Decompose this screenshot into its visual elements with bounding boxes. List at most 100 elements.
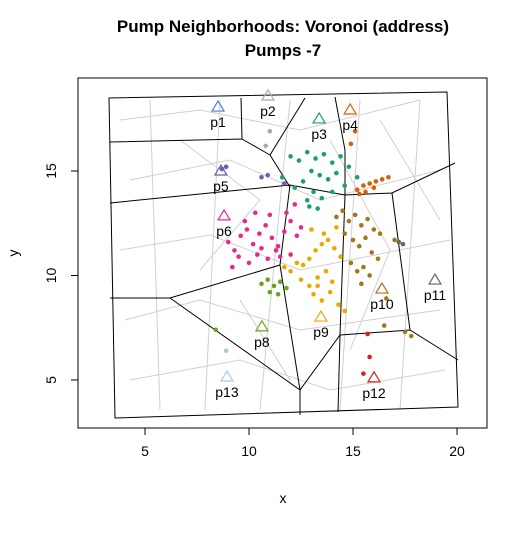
street-lines [119,99,451,411]
case-point [332,245,337,251]
case-point [338,254,343,259]
pump-label: p4 [342,117,358,133]
case-point [279,174,285,180]
case-point [321,231,327,236]
case-point [392,237,397,243]
case-point [304,197,310,203]
case-point [327,289,333,295]
case-point [354,174,360,180]
case-point [369,250,375,255]
case-point [223,348,229,353]
case-point [384,296,389,301]
case-point [242,218,248,224]
case-point [246,260,252,266]
x-axis-label: x [280,490,287,506]
case-point [300,179,306,184]
case-point [400,241,406,247]
case-point [363,235,368,241]
x-tick-label: 20 [449,443,465,459]
case-point [371,185,377,191]
pump-marker [216,208,232,221]
case-point [263,223,268,228]
pump-label: p11 [424,287,447,303]
case-point [273,248,279,253]
voronoi-frame [108,91,459,419]
case-point [319,195,325,201]
case-point [352,212,358,218]
pump-label: p12 [362,385,386,401]
case-point [402,329,408,335]
case-point [298,225,304,230]
pump-marker [312,111,327,124]
case-point [292,202,298,207]
x-tick-label: 10 [241,443,257,459]
pump-marker [210,99,226,112]
case-point [363,189,368,195]
case-point [225,239,231,245]
case-point [277,254,283,259]
x-tick-label: 5 [141,443,149,459]
case-point [288,268,293,274]
case-point [338,154,343,159]
pump-label: p1 [210,114,226,130]
case-point [267,289,273,295]
pump-label: p5 [213,178,229,194]
pump-marker [260,88,275,101]
case-point [396,239,402,245]
case-point [298,277,304,282]
pump-marker [343,102,358,115]
case-point [346,164,352,170]
case-point [348,141,354,147]
case-point [267,212,273,218]
case-point [356,243,362,249]
case-point [275,291,281,297]
pump-marker [374,281,390,294]
case-point [265,256,271,262]
case-point [250,241,256,247]
pump-label: p9 [313,324,329,340]
plot-box [77,77,488,429]
case-point [381,323,387,328]
case-point [319,241,325,247]
case-point [323,268,329,274]
case-point [408,333,414,339]
case-point [348,260,354,266]
chart-title: Pump Neighborhoods: Voronoi (address) [117,17,449,36]
case-point [267,128,273,134]
case-point [365,331,370,337]
case-point [263,143,268,149]
case-point [365,216,370,222]
x-tick-label: 15 [345,443,361,459]
pump-marker [313,309,329,322]
case-point [319,298,325,303]
case-point [325,237,331,243]
case-point [361,264,366,270]
case-point [342,231,348,236]
case-point [292,185,298,191]
case-point [309,227,314,232]
pump-marker [254,319,269,332]
case-point [265,277,271,282]
case-point [244,227,250,232]
case-point [317,172,323,178]
case-point [294,260,300,266]
case-point [288,154,293,159]
case-point [367,181,372,186]
pump-label: p6 [216,223,232,239]
streets [119,99,451,411]
case-point [325,177,331,182]
case-point [386,174,391,180]
case-point [367,354,372,360]
case-point [356,191,362,197]
case-point [252,210,258,216]
case-point [307,256,312,262]
case-point [334,214,339,220]
voronoi-edges [109,96,459,415]
case-point [313,248,318,253]
case-point [350,237,356,243]
y-axis-label: y [5,250,21,257]
case-point [334,170,339,176]
case-point [315,206,320,211]
case-point [284,210,289,216]
